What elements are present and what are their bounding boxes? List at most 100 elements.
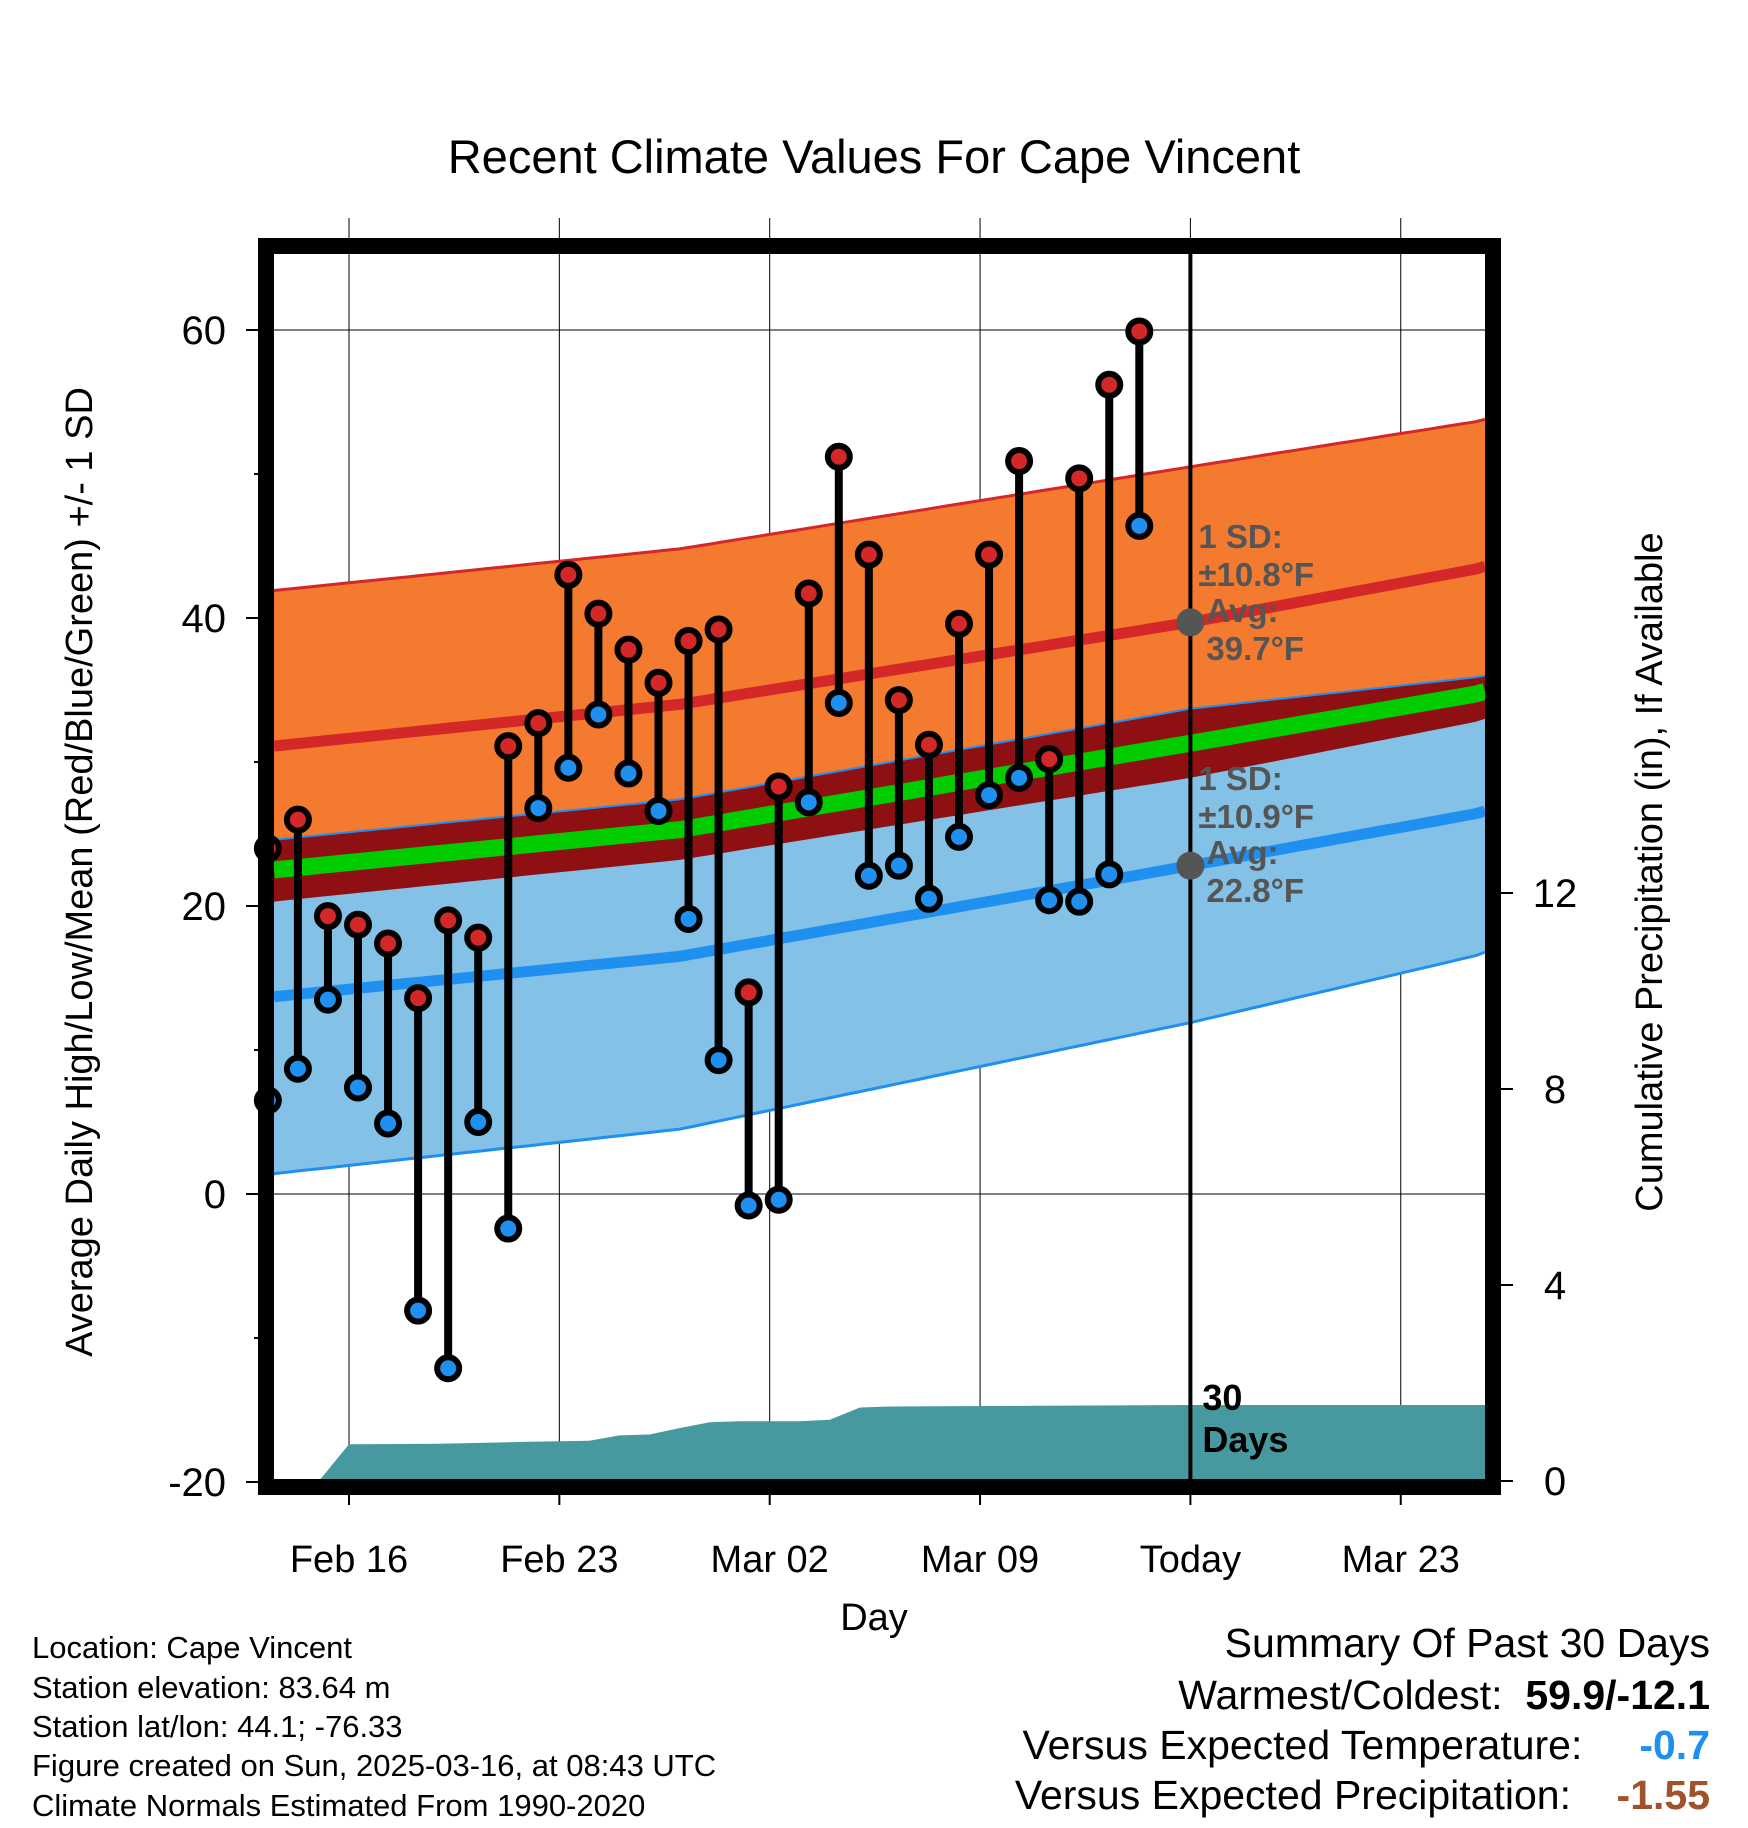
high-temp-point <box>524 709 553 738</box>
low-avg-annotation: Avg: <box>1206 834 1278 871</box>
high-temp-point <box>374 929 403 958</box>
low-sd-annotation: 1 SD: <box>1198 760 1282 797</box>
high-temp-point <box>614 635 643 664</box>
low-temp-point <box>313 985 342 1014</box>
high-temp-point <box>464 923 493 952</box>
x-axis-label: Day <box>840 1597 908 1639</box>
low-temp-point <box>764 1185 793 1214</box>
low-temp-point <box>584 700 613 729</box>
low-temp-point <box>975 781 1004 810</box>
precip-label: Versus Expected Precipitation: <box>1014 1772 1571 1818</box>
high-temp-point <box>674 627 703 656</box>
high-temp-point <box>1065 464 1094 493</box>
low-temp-point <box>945 822 973 851</box>
precipitation-fill <box>274 1405 1485 1481</box>
high-temp-point <box>1125 317 1154 346</box>
high-temp-point <box>644 668 673 697</box>
y-tick-label: 20 <box>182 885 227 929</box>
x-tick-label: Mar 09 <box>921 1539 1039 1581</box>
normal-high-line <box>268 560 1487 752</box>
low-temp-point <box>464 1108 493 1136</box>
low-temp-point <box>283 1054 312 1083</box>
low-temp-point <box>1095 860 1124 889</box>
normals-text: Climate Normals Estimated From 1990-2020 <box>32 1788 646 1823</box>
plot-frame <box>258 238 1501 1495</box>
y2-tick-label: 0 <box>1544 1460 1566 1504</box>
low-temp-point <box>704 1046 733 1075</box>
low-temp-point <box>404 1296 433 1325</box>
high-temp-point <box>975 540 1004 569</box>
high-temp-point <box>584 599 613 628</box>
low-temp-point <box>824 688 853 717</box>
high-temp-point <box>914 730 943 759</box>
normal-low-line <box>268 805 1487 1003</box>
summary-warm-cold: Warmest/Coldest: 59.9/-12.1 <box>1178 1672 1710 1719</box>
daily-temperature-stems <box>253 317 1154 1383</box>
y2-tick-label: 4 <box>1544 1264 1566 1308</box>
low-temp-point <box>1065 887 1094 916</box>
x-tick-label: Feb 23 <box>500 1539 618 1581</box>
latlon-text: Station lat/lon: 44.1; -76.33 <box>32 1709 403 1744</box>
temp-label: Versus Expected Temperature: <box>1022 1722 1583 1768</box>
high-temp-point <box>283 805 312 834</box>
high-temp-point <box>734 978 763 1007</box>
low-temp-point <box>494 1214 523 1243</box>
y2-axis-label: Cumulative Precipitation (in), If Availa… <box>1629 532 1671 1211</box>
low-avg-annotation: 22.8°F <box>1206 872 1304 909</box>
high-plus-sd-line <box>272 417 1486 593</box>
high-temp-point <box>824 442 853 471</box>
low-plus-sd-line <box>273 674 1486 842</box>
low-temp-point <box>1125 511 1154 540</box>
high-sd-annotation: ±10.8°F <box>1198 556 1314 593</box>
high-sd-annotation: 1 SD: <box>1198 518 1282 555</box>
high-temp-point <box>764 772 793 801</box>
x-tick-label: Mar 23 <box>1342 1539 1460 1581</box>
created-text: Figure created on Sun, 2025-03-16, at 08… <box>32 1748 717 1783</box>
normal-bands <box>265 417 1488 1176</box>
today-days-label: Days <box>1202 1419 1288 1460</box>
y2-tick-label: 8 <box>1544 1068 1566 1112</box>
summary-temp: Versus Expected Temperature: -0.7 <box>1022 1722 1710 1769</box>
temp-value: -0.7 <box>1639 1722 1710 1768</box>
high-temp-point <box>854 540 883 569</box>
high-sd-band <box>274 419 1485 904</box>
high-temp-point <box>794 579 823 608</box>
high-temp-point <box>704 615 733 644</box>
low-temp-point <box>434 1354 463 1383</box>
low-sd-annotation: ±10.9°F <box>1198 798 1314 835</box>
high-temp-point <box>434 906 463 935</box>
location-text: Location: Cape Vincent <box>32 1630 352 1665</box>
high-temp-point <box>1035 745 1064 774</box>
x-tick-label: Today <box>1140 1539 1241 1581</box>
low-temp-point <box>614 759 643 788</box>
y-tick-label: 40 <box>182 597 227 641</box>
y-tick-label: 60 <box>182 309 227 353</box>
low-temp-point <box>1035 886 1064 915</box>
low-temp-point <box>1005 763 1034 792</box>
chart-title: Recent Climate Values For Cape Vincent <box>448 130 1301 183</box>
low-temp-point <box>884 851 913 880</box>
low-minus-sd-line <box>272 950 1486 1176</box>
x-tick-label: Mar 02 <box>711 1539 829 1581</box>
low-temp-point <box>554 753 583 782</box>
normal-mean-line <box>265 683 1488 879</box>
low-temp-point <box>854 861 883 890</box>
low-temp-point <box>644 796 673 825</box>
precipitation-area <box>274 1405 1485 1481</box>
low-temp-point <box>344 1073 372 1102</box>
high-avg-annotation: 39.7°F <box>1206 630 1304 667</box>
high-temp-point <box>494 732 523 761</box>
high-temp-point <box>344 910 372 939</box>
high-temp-point <box>1005 447 1034 476</box>
high-avg-marker <box>1176 608 1205 637</box>
today-days-label: 30 <box>1202 1377 1242 1418</box>
warm-cold-label: Warmest/Coldest: <box>1178 1672 1503 1718</box>
low-temp-point <box>374 1109 403 1138</box>
summary-heading: Summary Of Past 30 Days <box>1224 1620 1710 1666</box>
x-tick-label: Feb 16 <box>290 1539 408 1581</box>
y-tick-label: 0 <box>204 1173 226 1217</box>
high-temp-point <box>945 609 973 638</box>
